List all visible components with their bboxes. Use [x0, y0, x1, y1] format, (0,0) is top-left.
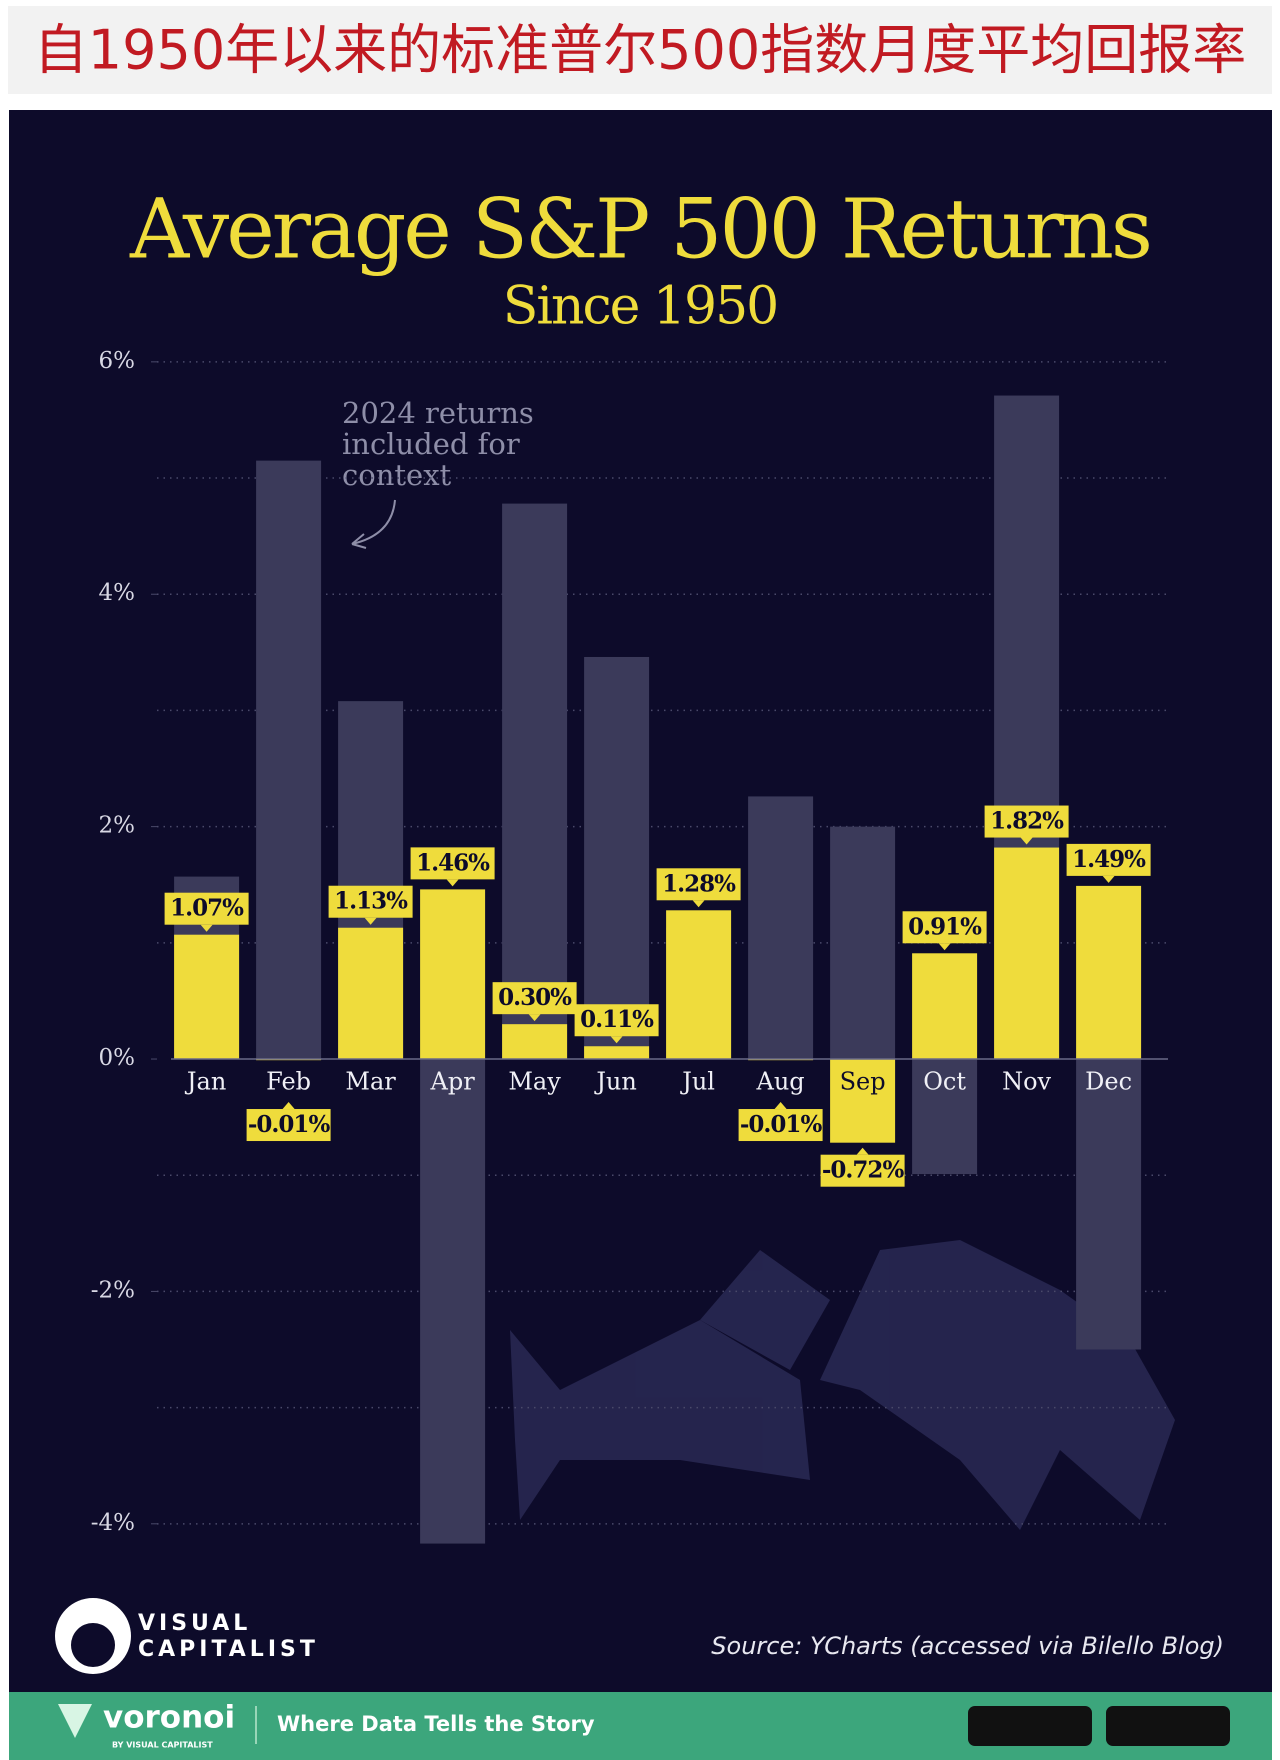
header-band [8, 6, 1272, 94]
annotation: 2024 returns included for context [342, 396, 534, 492]
value-label-pointer [1102, 875, 1115, 883]
value-label: 1.82% [990, 808, 1064, 835]
value-label-box [902, 911, 987, 944]
x-tick-label: Feb [266, 1068, 311, 1096]
bar [420, 889, 486, 1060]
vc-logo: VISUAL CAPITALIST [55, 1598, 319, 1674]
chart-subtitle: Since 1950 [503, 277, 778, 337]
annotation-line: included for [342, 427, 520, 461]
value-label: -0.01% [740, 1111, 823, 1138]
x-tick-label: Nov [1002, 1068, 1051, 1096]
value-label: -0.01% [248, 1111, 331, 1138]
context-bar [502, 503, 568, 1060]
x-tick-label: Jun [593, 1068, 637, 1096]
value-label-box [820, 1154, 905, 1187]
x-tick-label: Apr [430, 1068, 476, 1096]
bar [338, 927, 404, 1060]
footer-logo-sub: BY VISUAL CAPITALIST [112, 1741, 213, 1750]
logo-mark [71, 1623, 115, 1667]
context-bar [912, 1059, 978, 1175]
brand-line: VISUAL [138, 1611, 251, 1636]
value-label-pointer [364, 917, 377, 925]
value-label-box [410, 847, 495, 880]
context-bar [748, 796, 814, 1060]
value-label-pointer [446, 879, 459, 887]
context-bar [830, 826, 896, 1060]
value-label-box [1066, 843, 1151, 876]
value-label-pointer [282, 1102, 295, 1110]
x-tick-label: May [508, 1068, 561, 1096]
y-tick-label: -4% [91, 1510, 135, 1536]
value-label-box [492, 982, 577, 1015]
value-label-box [738, 1109, 823, 1142]
value-label: 1.13% [334, 888, 408, 915]
x-tick-label: Jul [679, 1068, 715, 1096]
value-label-box [984, 805, 1069, 838]
value-label-box [574, 1004, 659, 1037]
value-label: 1.49% [1072, 846, 1146, 873]
value-label: -0.72% [822, 1157, 905, 1184]
value-label-pointer [1020, 837, 1033, 845]
value-label-box [656, 868, 741, 901]
bar [1076, 885, 1142, 1060]
context-bar [420, 1059, 486, 1544]
y-tick-label: -2% [91, 1277, 135, 1303]
value-label: 0.30% [498, 984, 572, 1011]
value-label-pointer [610, 1036, 623, 1044]
context-bar [584, 656, 650, 1060]
annotation-line: 2024 returns [342, 396, 534, 430]
annotation-line: context [342, 458, 452, 492]
x-tick-label: Jan [184, 1068, 226, 1096]
app-store-button[interactable] [968, 1706, 1092, 1746]
footer-tagline: Where Data Tells the Story [277, 1712, 595, 1736]
bar [174, 934, 240, 1060]
google-play-button[interactable] [1106, 1706, 1230, 1746]
value-label: 1.46% [416, 849, 490, 876]
value-label-box [164, 892, 249, 925]
plot: -4% -2% 0% 2% 4% 6% Jan Feb Mar Apr May Jun Jul Aug Se… [91, 348, 1168, 1544]
value-label-pointer [938, 943, 951, 951]
bar [666, 910, 732, 1060]
x-tick-label: Dec [1085, 1068, 1132, 1096]
x-tick-label: Sep [840, 1068, 886, 1096]
x-tick-label: Mar [345, 1068, 396, 1096]
brand-line: CAPITALIST [138, 1637, 319, 1662]
bar [830, 1059, 896, 1143]
value-label-pointer [774, 1102, 787, 1110]
value-label: 0.11% [580, 1006, 654, 1033]
bar [912, 953, 978, 1060]
value-label-pointer [856, 1147, 869, 1155]
y-tick-label: 2% [99, 813, 136, 839]
value-label-pointer [528, 1014, 541, 1022]
bar [584, 1046, 650, 1060]
bar [994, 847, 1060, 1060]
source: Source: YCharts (accessed via Bilello Bl… [711, 1632, 1224, 1660]
value-label-pointer [692, 900, 705, 908]
x-tick-label: Oct [923, 1068, 966, 1096]
value-label: 1.07% [170, 895, 244, 922]
footer-logo: voronoi [103, 1700, 235, 1736]
context-bar [1076, 1059, 1142, 1350]
footer-logo-mark [58, 1704, 92, 1738]
bar [502, 1024, 568, 1060]
chart-title: Average S&P 500 Returns [129, 183, 1150, 278]
y-tick-label: 6% [99, 348, 136, 374]
value-label: 0.91% [908, 913, 982, 940]
value-label-pointer [200, 924, 213, 932]
header-title: 自1950年以来的标准普尔500指数月度平均回报率 [34, 19, 1247, 82]
value-label: 1.28% [662, 870, 736, 897]
annotation-arrow [351, 499, 396, 549]
y-tick-label: 4% [99, 580, 136, 606]
context-bar [256, 460, 322, 1060]
x-tick-label: Aug [756, 1068, 805, 1096]
y-tick-label: 0% [99, 1045, 136, 1071]
value-label-box [246, 1109, 331, 1142]
value-label-box [328, 885, 413, 918]
